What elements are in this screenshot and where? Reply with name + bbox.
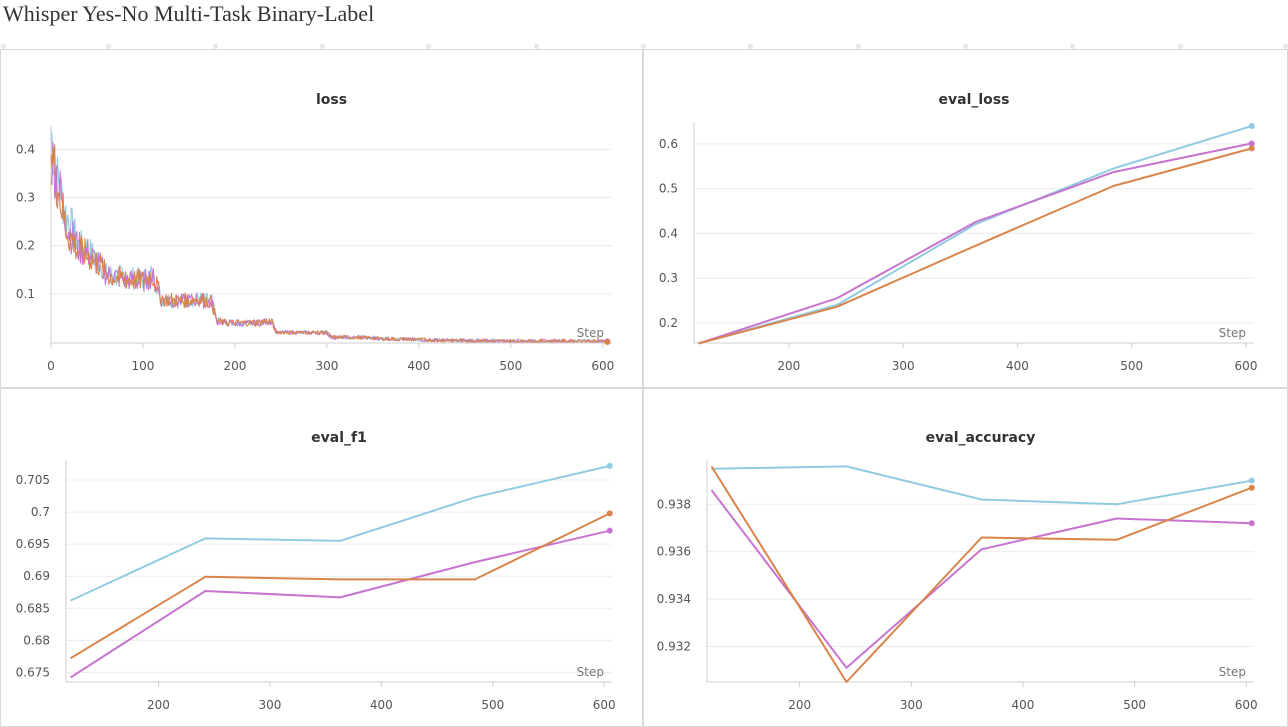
resize-dot[interactable] [1070,44,1075,49]
x-axis-label: Step [1219,665,1246,679]
eval-accuracy-chart: eval_accuracy 0.932 0.934 0.936 0.938 200 300 4… [657,430,1258,712]
resize-dot[interactable] [641,44,646,49]
y-tick-label: 0.675 [16,665,50,679]
x-tick-label: 600 [1235,359,1258,373]
series-end-marker[interactable] [1248,484,1255,491]
x-tick-label: 600 [591,359,614,373]
x-tick-label: 500 [1120,359,1143,373]
x-tick-label: 300 [258,698,281,712]
series-line [710,489,1252,669]
resize-dot[interactable] [106,44,111,49]
y-tick-label: 0.685 [16,601,50,615]
y-tick-label: 0.5 [659,182,678,196]
series-line [698,147,1252,345]
x-tick-label: 0 [47,359,55,373]
series-end-marker[interactable] [1248,123,1255,129]
resize-dot[interactable] [213,44,218,49]
x-axis-label: Step [577,326,604,340]
series-end-marker[interactable] [1248,145,1255,152]
x-tick-label: 300 [315,359,338,373]
page-title: Whisper Yes-No Multi-Task Binary-Label [3,1,375,26]
series-line [698,125,1252,345]
x-axis-label: Step [1219,326,1246,340]
series-line [69,512,611,660]
y-tick-label: 0.4 [16,142,35,156]
x-tick-label: 500 [1123,698,1146,712]
x-tick-label: 500 [481,698,504,712]
x-tick-label: 400 [1006,359,1029,373]
x-tick-label: 200 [223,359,246,373]
chart-title: eval_f1 [311,430,367,446]
resize-dot[interactable] [1283,44,1288,49]
eval-f1-chart: eval_f1 0.675 0.68 0.685 0.69 0.695 0.7 0.705 20… [16,430,616,712]
x-tick-label: 400 [1011,698,1034,712]
loss-chart: loss 0.1 0.2 0.3 0.4 0 100 200 300 400 500 600 Step [16,92,614,373]
y-tick-label: 0.934 [657,592,691,606]
x-tick-label: 400 [407,359,430,373]
chart-title: loss [316,92,347,108]
series-line [50,144,608,343]
series-end-marker[interactable] [1248,520,1255,527]
series-line [50,130,608,343]
y-tick-label: 0.2 [16,239,35,253]
series-end-marker[interactable] [604,339,611,346]
series-line [70,464,611,602]
resize-dot[interactable] [426,44,431,49]
y-tick-label: 0.68 [23,633,50,647]
panel-resize-handles [0,44,1288,50]
resize-dot[interactable] [748,44,753,49]
resize-dot[interactable] [534,44,539,49]
y-tick-label: 0.6 [659,137,678,151]
x-tick-label: 600 [1235,698,1258,712]
x-tick-label: 100 [132,359,155,373]
y-tick-label: 0.2 [659,316,678,330]
resize-dot[interactable] [1,44,6,49]
series-line [50,141,608,343]
y-tick-label: 0.3 [659,271,678,285]
chart-title: eval_accuracy [926,430,1036,446]
eval-loss-chart-panel: eval_loss 0.2 0.3 0.4 0.5 0.6 200 300 400 500 600 S… [643,49,1288,388]
series-line [710,465,1253,683]
x-tick-label: 300 [900,698,923,712]
x-tick-label: 200 [788,698,811,712]
resize-dot[interactable] [320,44,325,49]
loss-chart-panel: loss 0.1 0.2 0.3 0.4 0 100 200 300 400 500 600 Step [0,49,643,388]
series-line [698,142,1252,345]
resize-dot[interactable] [1178,44,1183,49]
y-tick-label: 0.69 [23,569,50,583]
y-tick-label: 0.1 [16,287,35,301]
y-tick-label: 0.3 [16,190,35,204]
series-line [711,465,1252,506]
eval-accuracy-chart-panel: eval_accuracy 0.932 0.934 0.936 0.938 200 300 4… [643,388,1288,727]
resize-dot[interactable] [856,44,861,49]
series-end-marker[interactable] [606,527,613,534]
x-tick-label: 600 [593,698,616,712]
y-tick-label: 0.695 [16,537,50,551]
resize-dot[interactable] [963,44,968,49]
series-end-marker[interactable] [1248,140,1255,147]
y-tick-label: 0.4 [659,226,678,240]
series-end-marker[interactable] [606,462,613,469]
x-tick-label: 300 [892,359,915,373]
y-tick-label: 0.705 [16,473,50,487]
x-tick-label: 200 [147,698,170,712]
x-tick-label: 200 [777,359,800,373]
series-end-marker[interactable] [606,510,613,517]
x-axis-label: Step [577,665,604,679]
x-tick-label: 500 [499,359,522,373]
y-tick-label: 0.932 [657,639,691,653]
chart-title: eval_loss [939,92,1010,108]
y-tick-label: 0.936 [657,545,691,559]
x-tick-label: 400 [370,698,393,712]
y-tick-label: 0.7 [31,505,50,519]
eval-f1-chart-panel: eval_f1 0.675 0.68 0.685 0.69 0.695 0.7 0.705 20… [0,388,643,727]
series-end-marker[interactable] [1248,477,1255,484]
y-tick-label: 0.938 [657,497,691,511]
series-line [69,529,611,679]
eval-loss-chart: eval_loss 0.2 0.3 0.4 0.5 0.6 200 300 400 500 600 S… [659,92,1258,373]
